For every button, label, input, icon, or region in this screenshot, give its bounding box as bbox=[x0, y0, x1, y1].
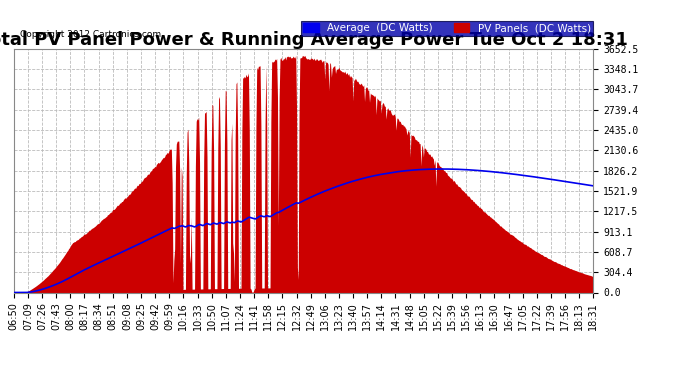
Legend: Average  (DC Watts), PV Panels  (DC Watts): Average (DC Watts), PV Panels (DC Watts) bbox=[301, 21, 593, 36]
Text: Copyright 2012 Cartronics.com: Copyright 2012 Cartronics.com bbox=[19, 30, 161, 39]
Title: Total PV Panel Power & Running Average Power Tue Oct 2 18:31: Total PV Panel Power & Running Average P… bbox=[0, 31, 628, 49]
